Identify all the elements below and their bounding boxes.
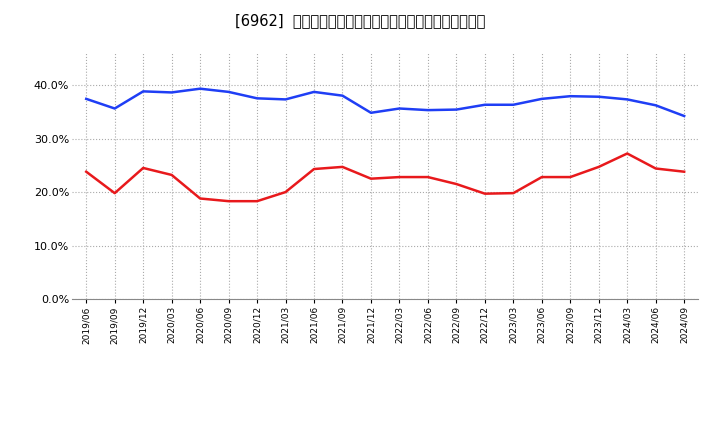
- 現預金: [139, 165, 148, 171]
- 有利子負債: [282, 97, 290, 102]
- 有利子負債: [480, 102, 489, 107]
- Line: 現預金: 現預金: [86, 154, 684, 201]
- 現預金: [566, 174, 575, 180]
- 有利子負債: [680, 114, 688, 119]
- 現預金: [167, 172, 176, 178]
- 現預金: [82, 169, 91, 174]
- 現預金: [366, 176, 375, 181]
- 現預金: [623, 151, 631, 156]
- 現預金: [480, 191, 489, 196]
- 現預金: [423, 174, 432, 180]
- 有利子負債: [167, 90, 176, 95]
- 現預金: [225, 198, 233, 204]
- 有利子負債: [595, 94, 603, 99]
- 有利子負債: [196, 86, 204, 92]
- 有利子負債: [566, 94, 575, 99]
- 有利子負債: [623, 97, 631, 102]
- 有利子負債: [423, 107, 432, 113]
- 有利子負債: [253, 95, 261, 101]
- 有利子負債: [509, 102, 518, 107]
- 現預金: [196, 196, 204, 201]
- 現預金: [253, 198, 261, 204]
- 有利子負債: [110, 106, 119, 111]
- 有利子負債: [366, 110, 375, 115]
- Text: [6962]  現預金、有利子負債の総資産に対する比率の推移: [6962] 現預金、有利子負債の総資産に対する比率の推移: [235, 13, 485, 28]
- 現預金: [680, 169, 688, 174]
- 有利子負債: [652, 103, 660, 108]
- 有利子負債: [310, 89, 318, 95]
- 有利子負債: [395, 106, 404, 111]
- 現預金: [395, 174, 404, 180]
- 有利子負債: [338, 93, 347, 98]
- 有利子負債: [452, 107, 461, 112]
- 現預金: [509, 191, 518, 196]
- 現預金: [282, 190, 290, 195]
- 現預金: [110, 191, 119, 196]
- 現預金: [452, 181, 461, 187]
- 有利子負債: [82, 96, 91, 102]
- 有利子負債: [537, 96, 546, 102]
- 有利子負債: [139, 89, 148, 94]
- 有利子負債: [225, 89, 233, 95]
- 現預金: [537, 174, 546, 180]
- Line: 有利子負債: 有利子負債: [86, 89, 684, 116]
- 現預金: [338, 164, 347, 169]
- 現預金: [595, 164, 603, 169]
- 現預金: [652, 166, 660, 171]
- 現預金: [310, 166, 318, 172]
